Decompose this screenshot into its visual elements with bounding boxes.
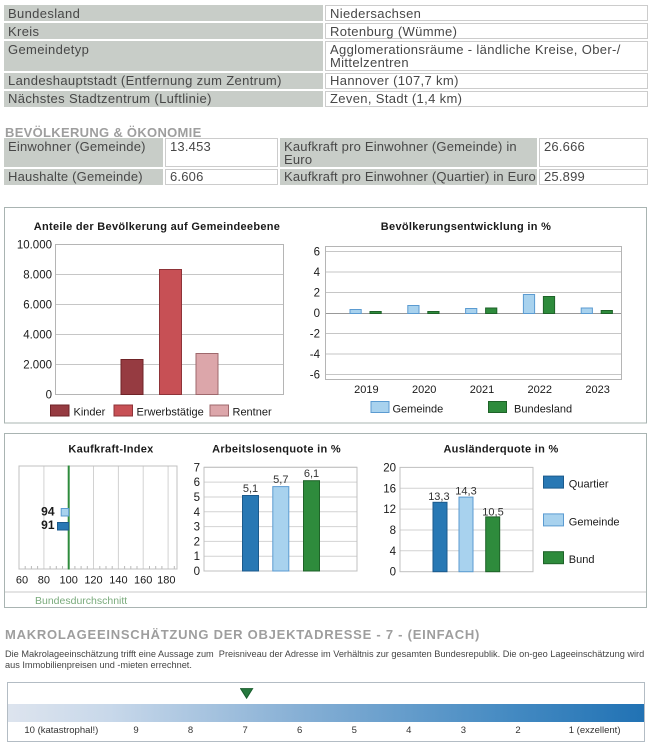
svg-text:4: 4 — [314, 267, 321, 279]
svg-text:2023: 2023 — [585, 384, 609, 396]
svg-text:4.000: 4.000 — [23, 330, 52, 342]
svg-text:4: 4 — [194, 506, 201, 518]
svg-text:120: 120 — [84, 574, 102, 586]
svg-text:7: 7 — [194, 462, 200, 474]
svg-text:10.000: 10.000 — [17, 240, 52, 252]
svg-text:Arbeitslosenquote in %: Arbeitslosenquote in % — [212, 443, 341, 455]
svg-text:4: 4 — [390, 545, 397, 557]
svg-text:2019: 2019 — [354, 384, 378, 396]
svg-text:100: 100 — [60, 574, 78, 586]
svg-text:0: 0 — [314, 308, 320, 320]
svg-text:0: 0 — [46, 390, 52, 402]
svg-text:-2: -2 — [310, 329, 320, 341]
svg-text:0: 0 — [194, 566, 200, 578]
svg-text:8.000: 8.000 — [23, 270, 52, 282]
svg-text:2: 2 — [194, 536, 200, 548]
svg-text:180: 180 — [157, 574, 175, 586]
svg-text:6: 6 — [194, 477, 200, 489]
svg-text:Bundesland: Bundesland — [514, 404, 572, 416]
svg-text:2: 2 — [314, 288, 320, 300]
svg-text:Quartier: Quartier — [569, 478, 609, 490]
svg-text:10,5: 10,5 — [482, 506, 503, 518]
svg-text:20: 20 — [383, 462, 396, 474]
svg-text:160: 160 — [134, 574, 152, 586]
svg-text:Bevölkerungsentwicklung in %: Bevölkerungsentwicklung in % — [381, 221, 551, 233]
svg-text:Bund: Bund — [569, 554, 595, 566]
svg-text:5: 5 — [194, 492, 200, 504]
svg-text:1: 1 — [194, 551, 200, 563]
svg-text:2022: 2022 — [528, 384, 552, 396]
svg-text:16: 16 — [383, 483, 396, 495]
svg-text:60: 60 — [16, 574, 28, 586]
svg-text:140: 140 — [109, 574, 127, 586]
svg-text:Ausländerquote in %: Ausländerquote in % — [443, 443, 558, 455]
svg-text:Erwerbstätige: Erwerbstätige — [137, 407, 204, 419]
svg-text:2.000: 2.000 — [23, 360, 52, 372]
svg-text:13,3: 13,3 — [428, 490, 449, 502]
svg-text:-6: -6 — [310, 370, 320, 382]
svg-text:0: 0 — [390, 566, 396, 578]
svg-text:6,1: 6,1 — [304, 468, 319, 480]
svg-text:Rentner: Rentner — [233, 407, 272, 419]
svg-text:2021: 2021 — [470, 384, 494, 396]
svg-text:14,3: 14,3 — [455, 485, 476, 497]
svg-text:6: 6 — [314, 247, 320, 259]
svg-text:5,1: 5,1 — [243, 483, 258, 495]
svg-text:-4: -4 — [310, 349, 321, 361]
svg-text:Bundesdurchschnitt: Bundesdurchschnitt — [35, 595, 127, 607]
svg-text:2020: 2020 — [412, 384, 436, 396]
svg-text:Anteile der Bevölkerung auf Ge: Anteile der Bevölkerung auf Gemeindeeben… — [34, 221, 280, 233]
svg-text:8: 8 — [390, 525, 396, 537]
svg-text:3: 3 — [194, 521, 200, 533]
svg-text:94: 94 — [41, 504, 55, 518]
svg-text:5,7: 5,7 — [273, 474, 288, 486]
svg-text:80: 80 — [38, 574, 50, 586]
svg-text:Gemeinde: Gemeinde — [569, 516, 620, 528]
svg-text:Gemeinde: Gemeinde — [393, 404, 444, 416]
svg-text:12: 12 — [383, 504, 396, 516]
svg-text:91: 91 — [41, 518, 55, 532]
svg-text:Kinder: Kinder — [74, 407, 106, 419]
svg-text:6.000: 6.000 — [23, 300, 52, 312]
svg-text:Kaufkraft-Index: Kaufkraft-Index — [68, 443, 154, 455]
